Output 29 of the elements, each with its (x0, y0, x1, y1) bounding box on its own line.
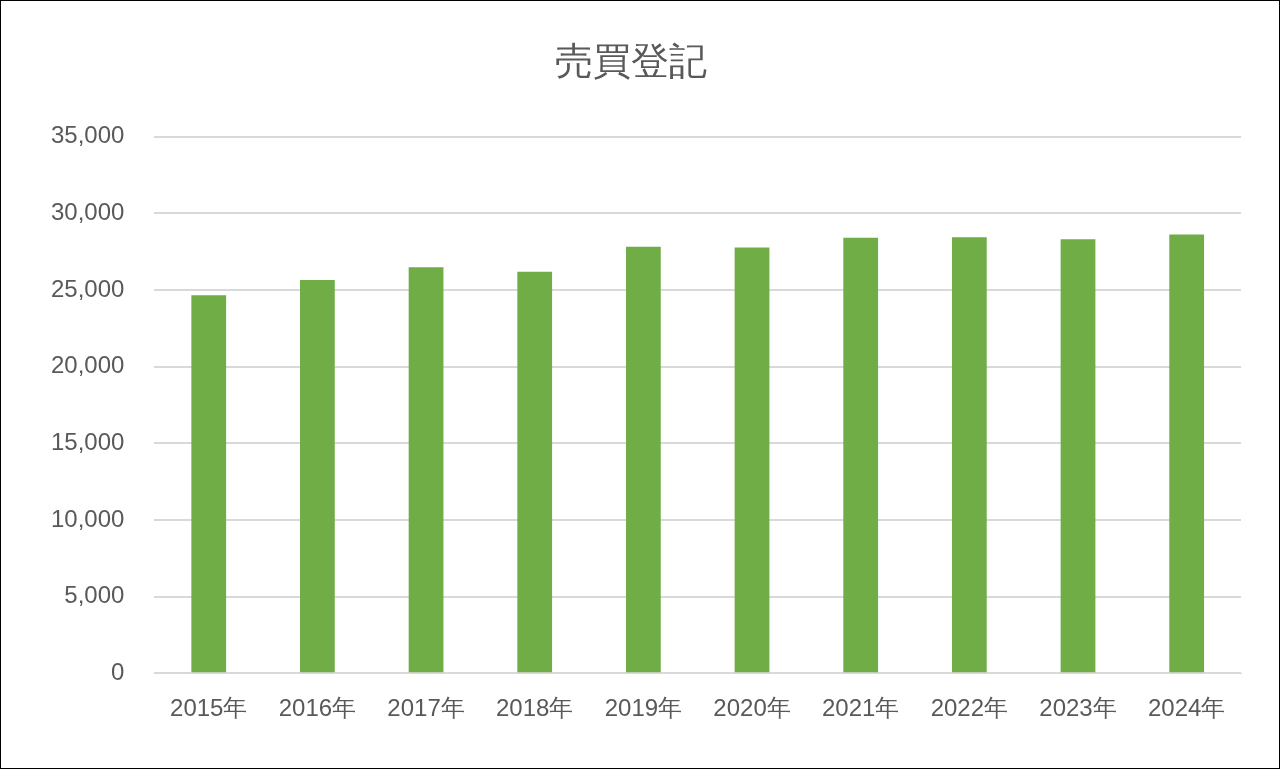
y-tick-label: 30,000 (51, 197, 125, 225)
x-tick-label: 2016年 (278, 694, 357, 722)
y-tick-label: 35,000 (51, 121, 125, 149)
x-tick-label: 2015年 (170, 694, 248, 722)
y-tick-label: 15,000 (51, 427, 125, 455)
bar (408, 267, 444, 673)
bar (951, 237, 987, 673)
y-tick-label: 5,000 (64, 581, 125, 609)
bar (734, 247, 770, 673)
y-tick-label: 25,000 (51, 274, 125, 302)
bar (517, 271, 553, 673)
bar (300, 279, 335, 673)
x-tick-label: 2017年 (387, 694, 465, 722)
bar (1169, 234, 1205, 673)
bar (191, 295, 227, 673)
x-tick-label: 2018年 (496, 694, 574, 722)
bar (625, 246, 661, 673)
x-tick-label: 2023年 (1039, 694, 1117, 722)
bar (843, 237, 879, 673)
y-tick-label: 0 (111, 657, 125, 685)
y-tick-label: 20,000 (51, 351, 125, 379)
bar (1060, 239, 1096, 673)
y-tick-label: 10,000 (51, 504, 125, 532)
x-tick-label: 2020年 (713, 694, 791, 722)
x-tick-label: 2022年 (930, 694, 1009, 722)
chart-title: 売買登記 (555, 40, 707, 83)
x-tick-label: 2021年 (822, 694, 900, 722)
x-tick-label: 2019年 (604, 694, 683, 722)
x-tick-label: 2024年 (1147, 694, 1226, 722)
